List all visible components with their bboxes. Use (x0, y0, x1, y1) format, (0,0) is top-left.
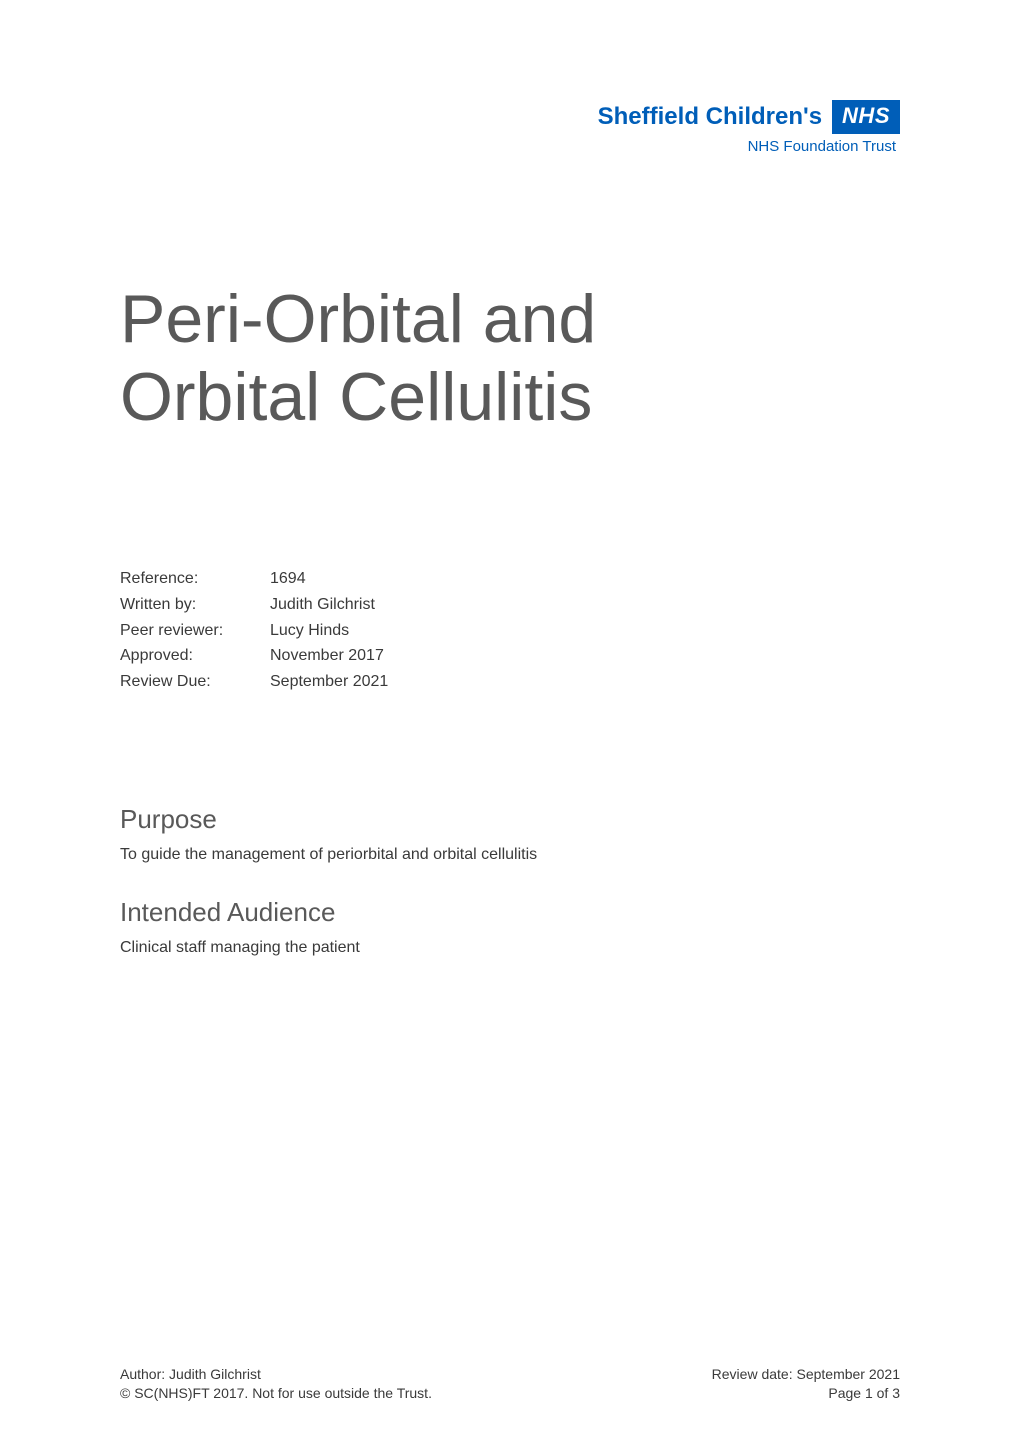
meta-value-reference: 1694 (270, 566, 900, 592)
footer-right: Review date: September 2021 Page 1 of 3 (712, 1365, 900, 1404)
meta-row: Approved: November 2017 (120, 643, 900, 669)
title-line-1: Peri-Orbital and (120, 280, 900, 358)
meta-label-written-by: Written by: (120, 592, 270, 618)
audience-body: Clinical staff managing the patient (120, 936, 900, 960)
logo-subtitle: NHS Foundation Trust (598, 138, 896, 155)
nhs-badge-icon: NHS (832, 100, 900, 134)
document-title: Peri-Orbital and Orbital Cellulitis (120, 280, 900, 436)
meta-value-approved: November 2017 (270, 643, 900, 669)
meta-row: Peer reviewer: Lucy Hinds (120, 618, 900, 644)
meta-label-review-due: Review Due: (120, 669, 270, 695)
section-intended-audience: Intended Audience Clinical staff managin… (120, 897, 900, 960)
meta-label-peer-reviewer: Peer reviewer: (120, 618, 270, 644)
footer-copyright: © SC(NHS)FT 2017. Not for use outside th… (120, 1384, 432, 1404)
page-footer: Author: Judith Gilchrist © SC(NHS)FT 201… (120, 1365, 900, 1404)
title-line-2: Orbital Cellulitis (120, 358, 900, 436)
meta-row: Review Due: September 2021 (120, 669, 900, 695)
footer-review-date: Review date: September 2021 (712, 1365, 900, 1385)
purpose-heading: Purpose (120, 804, 900, 835)
section-purpose: Purpose To guide the management of perio… (120, 804, 900, 867)
audience-heading: Intended Audience (120, 897, 900, 928)
logo-top-line: Sheffield Children's NHS (598, 100, 900, 134)
meta-label-reference: Reference: (120, 566, 270, 592)
meta-value-review-due: September 2021 (270, 669, 900, 695)
purpose-body: To guide the management of periorbital a… (120, 843, 900, 867)
meta-value-written-by: Judith Gilchrist (270, 592, 900, 618)
footer-left: Author: Judith Gilchrist © SC(NHS)FT 201… (120, 1365, 432, 1404)
logo-org-name: Sheffield Children's (598, 103, 822, 131)
meta-label-approved: Approved: (120, 643, 270, 669)
footer-page-number: Page 1 of 3 (712, 1384, 900, 1404)
footer-author: Author: Judith Gilchrist (120, 1365, 432, 1385)
document-metadata: Reference: 1694 Written by: Judith Gilch… (120, 566, 900, 694)
nhs-logo-block: Sheffield Children's NHS NHS Foundation … (598, 100, 900, 155)
meta-row: Written by: Judith Gilchrist (120, 592, 900, 618)
meta-row: Reference: 1694 (120, 566, 900, 592)
meta-value-peer-reviewer: Lucy Hinds (270, 618, 900, 644)
